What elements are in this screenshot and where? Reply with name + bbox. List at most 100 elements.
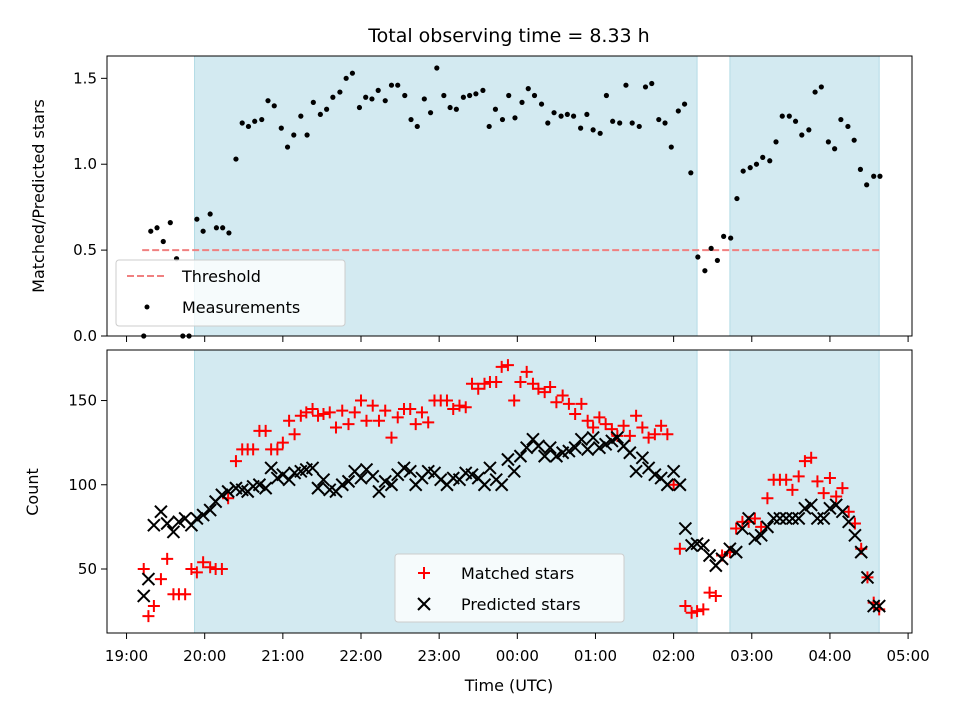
matched-star-point (247, 443, 260, 456)
top-axes-frame (106, 55, 913, 337)
measurement-point (538, 101, 545, 107)
measurement-point (427, 110, 434, 116)
measurement-point (578, 125, 584, 131)
top-y-tick-label: 1.5 (73, 69, 97, 87)
bottom-y-tick-label: 50 (78, 560, 97, 578)
matched-stars-legend-marker (418, 567, 430, 579)
measurement-point (792, 118, 799, 124)
x-tick-label: 02:00 (652, 647, 695, 665)
matched-star-point (617, 419, 630, 432)
measurement-point (617, 120, 623, 126)
predicted-star-point (537, 449, 552, 463)
measurement-point (278, 125, 284, 131)
matched-star-point (501, 359, 514, 372)
matched-star-point (798, 455, 811, 468)
predicted-star-point (221, 484, 235, 499)
matched-star-point (817, 487, 830, 500)
measurement-point (402, 92, 408, 99)
matched-star-point (691, 605, 704, 618)
matched-star-point (459, 401, 472, 414)
measurement-point (284, 144, 291, 150)
observing-interval-shade (729, 55, 880, 337)
matched-star-point (630, 409, 643, 422)
predicted-star-point (779, 511, 793, 526)
predicted-star-point (866, 599, 881, 613)
matched-star-point (508, 394, 521, 407)
predicted-star-point (215, 488, 229, 502)
predicted-star-point (335, 478, 349, 492)
x-tick-label: 05:00 (886, 647, 929, 665)
measurement-point (767, 158, 773, 164)
predicted-star-point (841, 515, 856, 529)
predicted-star-point (316, 473, 331, 487)
measurement-point (603, 92, 610, 99)
matched-star-point (673, 542, 686, 555)
measurement-point (851, 137, 857, 143)
predicted-star-point (507, 464, 521, 478)
predicted-star-point (354, 471, 368, 485)
top-legend: Threshold Measurements (115, 259, 346, 327)
predicted-star-point (623, 446, 637, 460)
measurement-point (857, 166, 864, 172)
measurement-point (460, 94, 466, 100)
measurements-legend-marker (144, 304, 150, 310)
matched-star-point (755, 520, 768, 533)
matched-star-point (478, 377, 491, 390)
measurement-point (486, 123, 492, 130)
measurement-point (349, 70, 356, 76)
measurement-point (702, 268, 708, 274)
measurement-point (395, 82, 401, 88)
threshold-legend-label: Threshold (181, 267, 261, 286)
matched-star-point (636, 421, 649, 434)
measurement-point (480, 87, 486, 93)
top-y-axis: 0.0 0.5 1.0 1.5 (73, 69, 107, 345)
predicted-star-point (384, 478, 399, 492)
measurement-point (298, 113, 304, 119)
matched-star-point (329, 421, 342, 434)
matched-star-point (288, 428, 301, 441)
measurement-point (382, 98, 388, 104)
matched-star-point (575, 397, 588, 410)
predicted-star-point (305, 461, 320, 475)
measurement-point (545, 120, 551, 126)
top-y-tick-label: 0.5 (73, 241, 97, 259)
measurement-point (453, 106, 459, 112)
predicted-star-point (166, 525, 181, 539)
measurement-point (623, 82, 629, 88)
predicted-star-point (773, 511, 787, 526)
matched-star-point (355, 394, 368, 407)
measurement-point (728, 235, 734, 241)
top-y-axis-label: Matched/Predicted stars (29, 99, 48, 293)
predicted-star-point (403, 464, 417, 478)
x-tick-label: 01:00 (574, 647, 617, 665)
predicted-star-point (678, 521, 693, 536)
chart-title: Total observing time = 8.33 h (367, 25, 649, 47)
measurement-point (564, 111, 570, 118)
matched-star-point (679, 600, 692, 613)
predicted-star-point (872, 599, 886, 613)
measurement-point (773, 139, 779, 145)
predicted-star-point (673, 478, 687, 492)
measurement-point (291, 132, 297, 138)
top-y-tick-label: 1.0 (73, 155, 97, 173)
bottom-legend: Matched stars Predicted stars (394, 553, 625, 623)
matched-star-point (190, 566, 203, 579)
bottom-y-axis-label: Count (23, 468, 42, 516)
measurement-point (519, 99, 525, 105)
matched-star-point (556, 389, 569, 402)
measurement-point (363, 94, 369, 100)
matched-star-point (842, 505, 855, 518)
matched-star-point (823, 472, 836, 485)
predicted-star-point (835, 505, 850, 519)
predicted-star-point (735, 521, 750, 536)
measurement-point (233, 156, 239, 162)
bottom-panel: 50 100 150 19:00 20:00 21:00 22:00 23:00 00:00 0… (23, 349, 930, 695)
measurement-point (688, 170, 694, 176)
predicted-star-point (196, 508, 210, 522)
measurements-legend-label: Measurements (182, 298, 300, 317)
matched-star-point (593, 411, 606, 424)
predicted-star-point (610, 430, 625, 445)
x-tick-label: 23:00 (418, 647, 461, 665)
matched-star-point (661, 428, 674, 441)
predicted-star-point (397, 461, 411, 475)
